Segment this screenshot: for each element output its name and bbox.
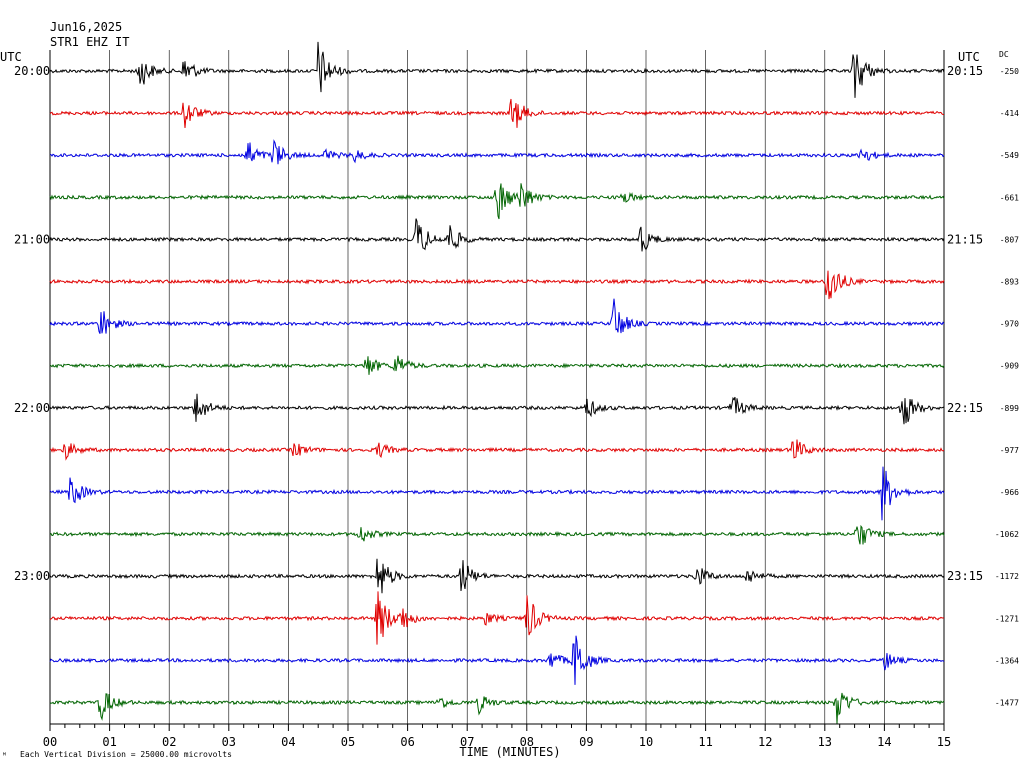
row-dc-value-10: -966 bbox=[1000, 488, 1019, 497]
row-dc-value-14: -1364 bbox=[995, 656, 1019, 665]
trace-row-2 bbox=[49, 139, 945, 165]
trace-row-14 bbox=[49, 635, 945, 685]
trace-row-10 bbox=[49, 466, 945, 521]
x-tick-label-5: 05 bbox=[341, 735, 355, 749]
row-dc-value-3: -661 bbox=[1000, 193, 1019, 202]
row-time-right-0: 20:15 bbox=[947, 64, 983, 78]
row-dc-value-1: -414 bbox=[1000, 109, 1019, 118]
x-axis-label: TIME (MINUTES) bbox=[459, 745, 560, 759]
row-time-left-0: 20:00 bbox=[14, 64, 50, 78]
row-dc-value-4: -807 bbox=[1000, 235, 1019, 244]
x-tick-label-6: 06 bbox=[400, 735, 414, 749]
row-dc-value-9: -977 bbox=[1000, 446, 1019, 455]
trace-row-3 bbox=[49, 183, 945, 220]
row-labels: 20:00 20:15 -250 -414 -549 -661 21:00 21:15 -807… bbox=[14, 64, 1019, 708]
traces bbox=[49, 41, 945, 724]
chart-date: Jun16,2025 bbox=[50, 20, 122, 34]
trace-row-1 bbox=[49, 98, 944, 129]
logo-mark: ᴹ bbox=[2, 751, 7, 760]
row-dc-value-13: -1271 bbox=[995, 614, 1019, 623]
x-tick-label-11: 11 bbox=[698, 735, 712, 749]
row-time-left-8: 22:00 bbox=[14, 401, 50, 415]
trace-row-12 bbox=[49, 558, 945, 594]
row-dc-value-5: -893 bbox=[1000, 278, 1019, 287]
row-dc-value-12: -1172 bbox=[995, 572, 1019, 581]
row-dc-value-6: -970 bbox=[1000, 320, 1019, 329]
trace-row-0 bbox=[49, 41, 945, 98]
trace-row-9 bbox=[50, 439, 945, 461]
x-tick-label-10: 10 bbox=[639, 735, 653, 749]
row-time-left-12: 23:00 bbox=[14, 569, 50, 583]
x-tick-label-3: 03 bbox=[222, 735, 236, 749]
x-tick-label-8: 08 bbox=[520, 735, 534, 749]
grid bbox=[49, 50, 945, 724]
footer-note: Each Vertical Division = 25000.00 microv… bbox=[20, 750, 232, 759]
row-dc-value-15: -1477 bbox=[995, 699, 1019, 708]
x-axis: 00 01 02 03 04 05 06 07 08 09 10 11 12 13 14 15 bbox=[43, 723, 951, 749]
row-dc-value-0: -250 bbox=[1000, 67, 1019, 76]
row-time-right-4: 21:15 bbox=[947, 232, 983, 246]
dc-header-label: DC bbox=[999, 50, 1009, 59]
x-tick-label-1: 01 bbox=[102, 735, 116, 749]
x-tick-label-4: 04 bbox=[281, 735, 295, 749]
station-label: STR1 EHZ IT bbox=[50, 35, 129, 49]
utc-right-label: UTC bbox=[958, 50, 980, 64]
utc-left-label: UTC bbox=[0, 50, 22, 64]
x-tick-label-0: 00 bbox=[43, 735, 57, 749]
x-tick-label-7: 07 bbox=[460, 735, 474, 749]
row-time-right-12: 23:15 bbox=[947, 569, 983, 583]
x-tick-label-14: 14 bbox=[877, 735, 891, 749]
trace-row-6 bbox=[49, 298, 945, 334]
row-dc-value-11: -1062 bbox=[995, 530, 1019, 539]
x-tick-label-9: 09 bbox=[579, 735, 593, 749]
x-tick-label-13: 13 bbox=[818, 735, 832, 749]
row-dc-value-2: -549 bbox=[1000, 151, 1019, 160]
trace-row-7 bbox=[49, 355, 945, 375]
x-tick-label-2: 02 bbox=[162, 735, 176, 749]
x-tick-label-12: 12 bbox=[758, 735, 772, 749]
trace-row-11 bbox=[49, 524, 945, 545]
trace-row-5 bbox=[49, 270, 945, 300]
trace-row-13 bbox=[49, 591, 945, 645]
row-time-left-4: 21:00 bbox=[14, 232, 50, 246]
trace-row-8 bbox=[49, 393, 945, 425]
row-dc-value-8: -899 bbox=[1000, 404, 1019, 413]
trace-row-4 bbox=[49, 218, 945, 252]
x-tick-label-15: 15 bbox=[937, 735, 951, 749]
row-dc-value-7: -909 bbox=[1000, 362, 1019, 371]
trace-row-15 bbox=[49, 692, 945, 724]
row-time-right-8: 22:15 bbox=[947, 401, 983, 415]
